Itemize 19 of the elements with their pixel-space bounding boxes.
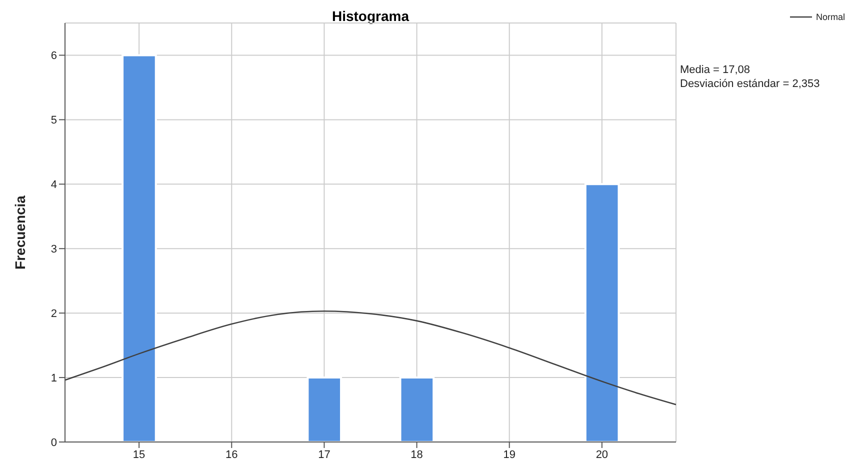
x-tick-label: 18 — [410, 448, 423, 461]
y-tick-label: 3 — [50, 244, 57, 256]
y-tick-label: 4 — [50, 179, 57, 192]
x-tick-label: 17 — [318, 448, 330, 461]
chart-title: Histograma — [330, 8, 410, 24]
y-tick-label: 1 — [50, 372, 57, 384]
line-series — [65, 310, 676, 406]
text: Media = 17,08 — [680, 63, 752, 77]
text: Desviación estándar = 2,353 — [680, 77, 820, 91]
y-tick-label: 0 — [50, 436, 57, 449]
legend-label: Normal — [816, 12, 845, 22]
y-tick-label: 5 — [50, 114, 57, 127]
x-tick-label: 20 — [596, 448, 608, 461]
y-axis-title: Frecuencia — [12, 195, 28, 270]
x-tick-label: 15 — [132, 448, 146, 461]
x-tick-label: 16 — [226, 448, 238, 461]
y-tick-label: 6 — [50, 50, 57, 62]
y-tick-label: 2 — [50, 308, 57, 320]
x-tick-label: 19 — [503, 448, 516, 461]
